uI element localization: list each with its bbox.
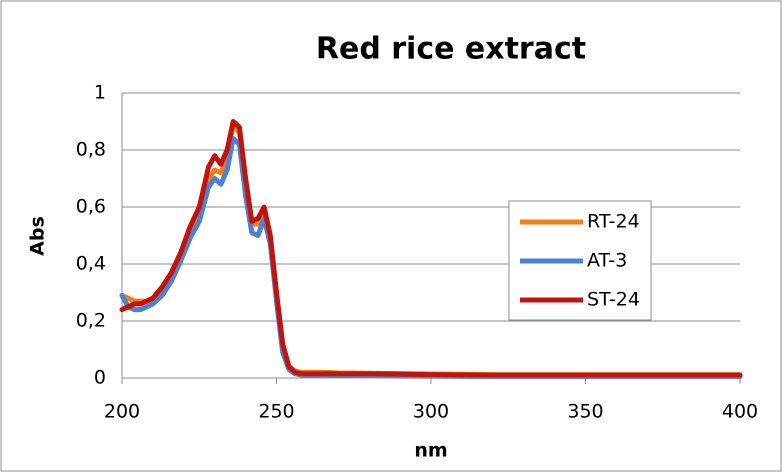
y-axis-title: Abs [27,216,49,256]
y-tick-label: 0,6 [76,196,106,218]
x-tick-label: 300 [413,401,449,423]
x-tick-label: 200 [104,401,140,423]
y-tick-label: 1 [94,82,106,104]
legend-label: ST-24 [587,289,640,311]
x-tick-label: 350 [567,401,603,423]
x-tick-label: 250 [258,401,294,423]
y-tick-label: 0 [94,367,106,389]
x-tick-label: 400 [722,401,758,423]
x-axis-title: nm [414,440,447,462]
legend-label: AT-3 [587,250,627,272]
series-line [119,119,743,378]
chart-title: Red rice extract [316,32,586,67]
y-tick-label: 0,4 [76,253,106,275]
y-tick-label: 0,8 [76,139,106,161]
y-tick-label: 0,2 [76,310,106,332]
legend-label: RT-24 [587,211,640,233]
